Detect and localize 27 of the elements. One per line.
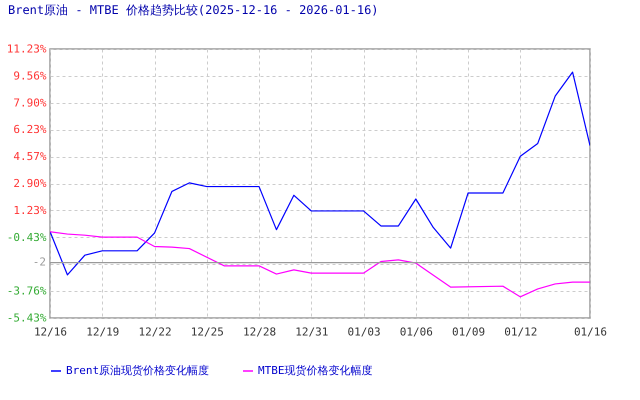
y-tick-label: 11.23% bbox=[6, 42, 47, 56]
legend-label: MTBE现货价格变化幅度 bbox=[258, 364, 372, 377]
x-tick-label: 01/12 bbox=[504, 326, 538, 338]
y-tick-label: 9.56% bbox=[13, 69, 47, 82]
x-tick-label: 01/03 bbox=[347, 326, 381, 338]
line-series bbox=[50, 71, 590, 276]
ref-line-label: -2 bbox=[32, 256, 46, 269]
x-tick-label: 12/16 bbox=[34, 326, 68, 338]
y-tick-label: 2.90% bbox=[13, 177, 47, 190]
line-series bbox=[50, 231, 590, 298]
legend-label: Brent原油现货价格变化幅度 bbox=[66, 364, 210, 377]
x-tick-label: 12/28 bbox=[242, 326, 276, 338]
x-tick-label: 12/22 bbox=[138, 326, 172, 338]
y-tick-label: -5.43% bbox=[6, 312, 47, 324]
x-tick-label: 12/25 bbox=[190, 326, 224, 338]
y-tick-label: -0.43% bbox=[6, 230, 47, 244]
y-tick-label: -3.76% bbox=[6, 284, 47, 298]
x-tick-label: 01/06 bbox=[400, 326, 433, 338]
chart-title: Brent原油 - MTBE 价格趋势比较(2025-12-16 - 2026-01-16) bbox=[8, 3, 379, 17]
x-tick-label: 12/31 bbox=[295, 326, 328, 338]
y-tick-label: 6.23% bbox=[13, 123, 47, 136]
x-tick-label: 01/09 bbox=[452, 326, 486, 338]
x-tick-label: 01/16 bbox=[574, 326, 608, 338]
y-tick-label: 7.90% bbox=[13, 96, 47, 110]
y-tick-label: 4.57% bbox=[13, 150, 47, 164]
y-tick-label: 1.23% bbox=[13, 204, 47, 217]
x-tick-label: 12/19 bbox=[86, 326, 120, 338]
